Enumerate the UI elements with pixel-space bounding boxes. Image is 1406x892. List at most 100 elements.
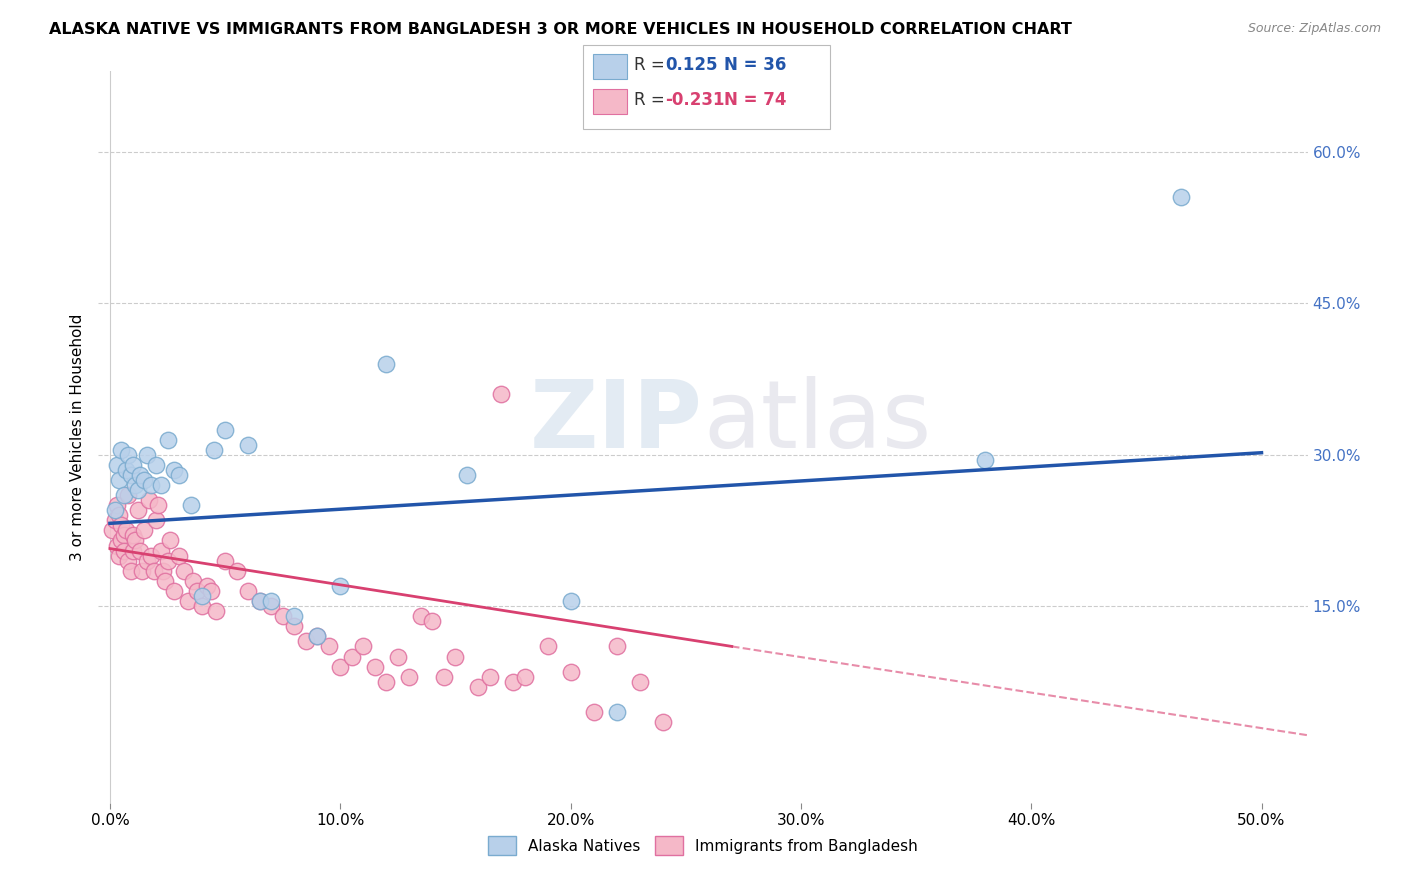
Point [122,528,145,542]
Point [120,564,142,578]
Point [141,549,163,563]
Point [202,442,225,457]
Point [124,533,146,548]
Point [606,705,628,719]
Text: ZIP: ZIP [530,376,703,468]
Point [159,533,181,548]
Point [283,609,305,624]
Point [186,583,208,598]
Point [249,594,271,608]
Point [110,533,132,548]
Point [1170,190,1192,204]
Text: atlas: atlas [703,376,931,468]
Text: ALASKA NATIVE VS IMMIGRANTS FROM BANGLADESH 3 OR MORE VEHICLES IN HOUSEHOLD CORR: ALASKA NATIVE VS IMMIGRANTS FROM BANGLAD… [49,22,1073,37]
Text: R =: R = [634,91,665,109]
Point [260,594,283,608]
Point [375,674,398,689]
Point [502,674,524,689]
Legend: Alaska Natives, Immigrants from Bangladesh: Alaska Natives, Immigrants from Banglade… [482,830,924,861]
Point [112,528,135,542]
Point [456,467,478,482]
Point [156,433,179,447]
Point [181,574,204,588]
Point [127,483,149,497]
Point [124,478,146,492]
Point [120,467,142,482]
Point [163,463,186,477]
Text: N = 36: N = 36 [724,56,786,74]
Point [112,543,135,558]
Point [329,659,352,673]
Point [307,629,329,643]
Point [307,629,329,643]
Point [105,458,128,472]
Point [398,670,420,684]
Point [127,503,149,517]
Point [195,579,218,593]
Point [467,680,489,694]
Point [122,458,145,472]
Point [205,604,228,618]
Point [606,640,628,654]
Point [128,543,150,558]
Point [108,508,131,523]
Point [191,589,214,603]
Point [340,649,363,664]
Point [103,503,125,517]
Point [422,614,444,628]
Point [200,583,222,598]
Point [108,473,131,487]
Point [128,467,150,482]
Point [582,705,605,719]
Point [149,478,172,492]
Point [444,649,467,664]
Point [135,554,157,568]
Point [352,640,374,654]
Point [260,599,283,613]
Point [177,594,200,608]
Point [214,423,236,437]
Point [536,640,558,654]
Point [375,357,398,371]
Point [318,640,340,654]
Text: Source: ZipAtlas.com: Source: ZipAtlas.com [1247,22,1381,36]
Text: R =: R = [634,56,665,74]
Point [142,564,165,578]
Point [155,574,177,588]
Point [236,583,259,598]
Point [105,539,128,553]
Point [148,498,170,512]
Point [329,579,352,593]
Point [122,543,145,558]
Point [117,488,139,502]
Point [117,554,139,568]
Text: 0.125: 0.125 [665,56,717,74]
Point [152,564,174,578]
Point [364,659,387,673]
Point [974,452,997,467]
Point [112,488,135,502]
Point [103,513,125,527]
Point [167,467,190,482]
Point [294,634,316,648]
Point [145,458,167,472]
Point [115,524,138,538]
Point [651,715,673,730]
Point [387,649,409,664]
Point [105,498,128,512]
Point [173,564,195,578]
Point [491,387,513,401]
Point [138,493,160,508]
Point [225,564,247,578]
Point [134,473,156,487]
Point [110,442,132,457]
Point [135,448,157,462]
Point [560,665,582,679]
Point [180,498,202,512]
Point [249,594,271,608]
Point [214,554,236,568]
Point [191,599,214,613]
Point [117,448,139,462]
Point [628,674,651,689]
Point [478,670,501,684]
